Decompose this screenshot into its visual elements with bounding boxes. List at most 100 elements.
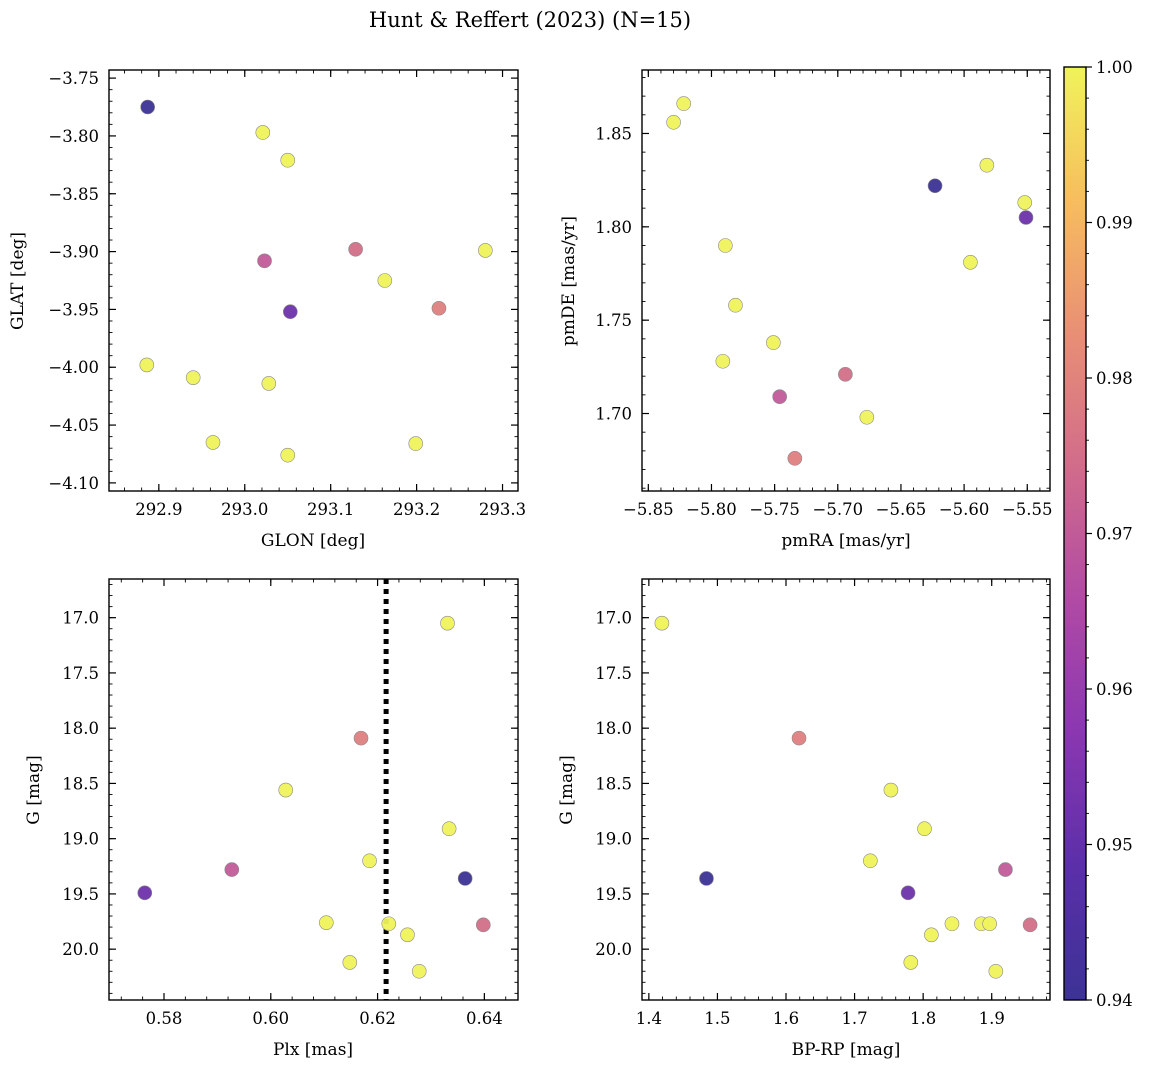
data-point	[863, 853, 878, 869]
y-tick-label: 19.0	[62, 830, 99, 849]
colorbar: 0.94 0.95 0.96 0.97 0.98 0.99 1.00	[1063, 58, 1133, 1010]
colorbar-fill	[1064, 67, 1086, 1000]
y-axis-label: G [mag]	[24, 755, 44, 824]
scatter-points	[654, 615, 1038, 979]
panel-pmra-pmde: −5.85 −5.80 −5.75 −5.70 −5.65 −5.60 −5.55 1.70 1…	[559, 69, 1053, 551]
y-tick-label: −3.80	[48, 127, 99, 146]
x-tick-label: 0.58	[146, 1009, 183, 1028]
data-point	[654, 615, 670, 631]
data-point	[766, 335, 781, 350]
panel-glon-glat: 292.9 293.0 293.1 293.2 293.3 −3.75 −3.80 −3.85…	[8, 69, 526, 551]
x-axis-label: pmRA [mas/yr]	[781, 531, 910, 551]
y-tick-label: 20.0	[595, 940, 632, 959]
colorbar-tick-label: 0.95	[1096, 836, 1133, 855]
data-point	[772, 389, 787, 405]
y-axis-label: GLAT [deg]	[8, 232, 28, 330]
data-point	[883, 782, 899, 798]
data-point	[715, 353, 731, 369]
data-point	[257, 253, 272, 269]
x-tick-label: −5.55	[1002, 500, 1053, 519]
y-tick-label: 18.5	[595, 774, 632, 793]
data-point	[224, 862, 240, 877]
panel-bprp-g: 1.4 1.5 1.6 1.7 1.8 1.9 17.0 17.5 18.0 18.5 19.0 19…	[557, 578, 1051, 1060]
data-point	[859, 409, 875, 425]
data-point	[441, 821, 457, 837]
axes-frame	[641, 69, 1051, 492]
x-tick-label: 1.9	[979, 1009, 1005, 1028]
y-tick-label: 1.80	[595, 218, 632, 237]
colorbar-tick-label: 0.94	[1096, 991, 1133, 1010]
y-axis-label: pmDE [mas/yr]	[559, 216, 579, 346]
x-tick-label: 0.64	[466, 1009, 503, 1028]
y-tick-label: 17.5	[595, 664, 632, 683]
scatter-points	[666, 96, 1034, 466]
data-point	[982, 916, 997, 932]
y-tick-label: 20.0	[62, 940, 99, 959]
y-tick-label: 17.0	[595, 609, 632, 628]
data-point	[400, 927, 415, 943]
data-point	[1022, 917, 1038, 933]
data-point	[944, 916, 960, 932]
data-point	[261, 376, 277, 391]
data-point	[319, 915, 334, 930]
x-tick-label: 293.3	[479, 500, 526, 519]
y-tick-label: 18.0	[62, 719, 99, 738]
y-tick-label: −3.85	[48, 185, 99, 204]
axis-ticks: −5.85 −5.80 −5.75 −5.70 −5.65 −5.60 −5.55 1.70 1…	[595, 70, 1053, 519]
axis-ticks: 1.4 1.5 1.6 1.7 1.8 1.9 17.0 17.5 18.0 18.5 19.0 19…	[595, 579, 1050, 1028]
x-tick-label: 1.7	[841, 1009, 867, 1028]
data-point	[963, 254, 978, 270]
y-tick-label: −3.95	[48, 300, 99, 319]
data-point	[255, 125, 271, 140]
colorbar-tick-label: 0.99	[1096, 214, 1133, 233]
data-point	[1018, 210, 1034, 225]
data-point	[791, 730, 807, 746]
colorbar-tick-label: 0.98	[1096, 369, 1133, 388]
x-tick-label: −5.80	[686, 500, 737, 519]
data-point	[900, 885, 916, 901]
data-point	[140, 99, 155, 115]
data-point	[381, 916, 397, 932]
y-tick-label: 18.5	[62, 774, 99, 793]
x-tick-label: 292.9	[135, 500, 182, 519]
data-point	[903, 955, 919, 970]
data-point	[205, 435, 221, 450]
data-point	[457, 871, 473, 886]
data-point	[998, 862, 1013, 877]
x-tick-label: −5.85	[623, 500, 674, 519]
data-point	[362, 853, 377, 869]
data-point	[676, 96, 691, 111]
data-point	[278, 782, 294, 798]
data-point	[917, 821, 932, 837]
data-point	[137, 885, 153, 901]
data-point	[431, 300, 447, 316]
data-point	[787, 451, 803, 466]
x-tick-label: 293.0	[221, 500, 268, 519]
y-tick-label: 17.5	[62, 664, 99, 683]
y-tick-label: −3.90	[48, 243, 99, 262]
axes-frame	[108, 578, 519, 1001]
y-tick-label: −4.10	[48, 474, 99, 493]
scatter-points	[137, 615, 491, 979]
x-tick-label: −5.60	[939, 500, 990, 519]
x-tick-label: −5.65	[876, 500, 927, 519]
colorbar-tick-label: 0.96	[1096, 680, 1133, 699]
data-point	[699, 871, 714, 886]
y-tick-label: 1.85	[595, 124, 632, 143]
data-point	[475, 917, 491, 933]
data-point	[478, 243, 493, 258]
scatter-points	[139, 99, 493, 463]
data-point	[283, 304, 298, 320]
x-axis-label: Plx [mas]	[273, 1040, 353, 1060]
data-point	[280, 447, 296, 463]
data-point	[728, 297, 743, 313]
panel-plx-g: 0.58 0.60 0.62 0.64 17.0 17.5 18.0 18.5 19.0 19.5…	[24, 578, 519, 1060]
axis-ticks: 292.9 293.0 293.1 293.2 293.3 −3.75 −3.80 −3.85…	[48, 69, 526, 519]
data-point	[342, 955, 358, 970]
y-tick-label: 1.75	[595, 311, 632, 330]
data-point	[927, 178, 943, 194]
data-point	[440, 615, 455, 631]
x-axis-label: BP-RP [mag]	[792, 1040, 901, 1060]
x-tick-label: 0.60	[252, 1009, 289, 1028]
y-tick-label: 19.5	[595, 885, 632, 904]
